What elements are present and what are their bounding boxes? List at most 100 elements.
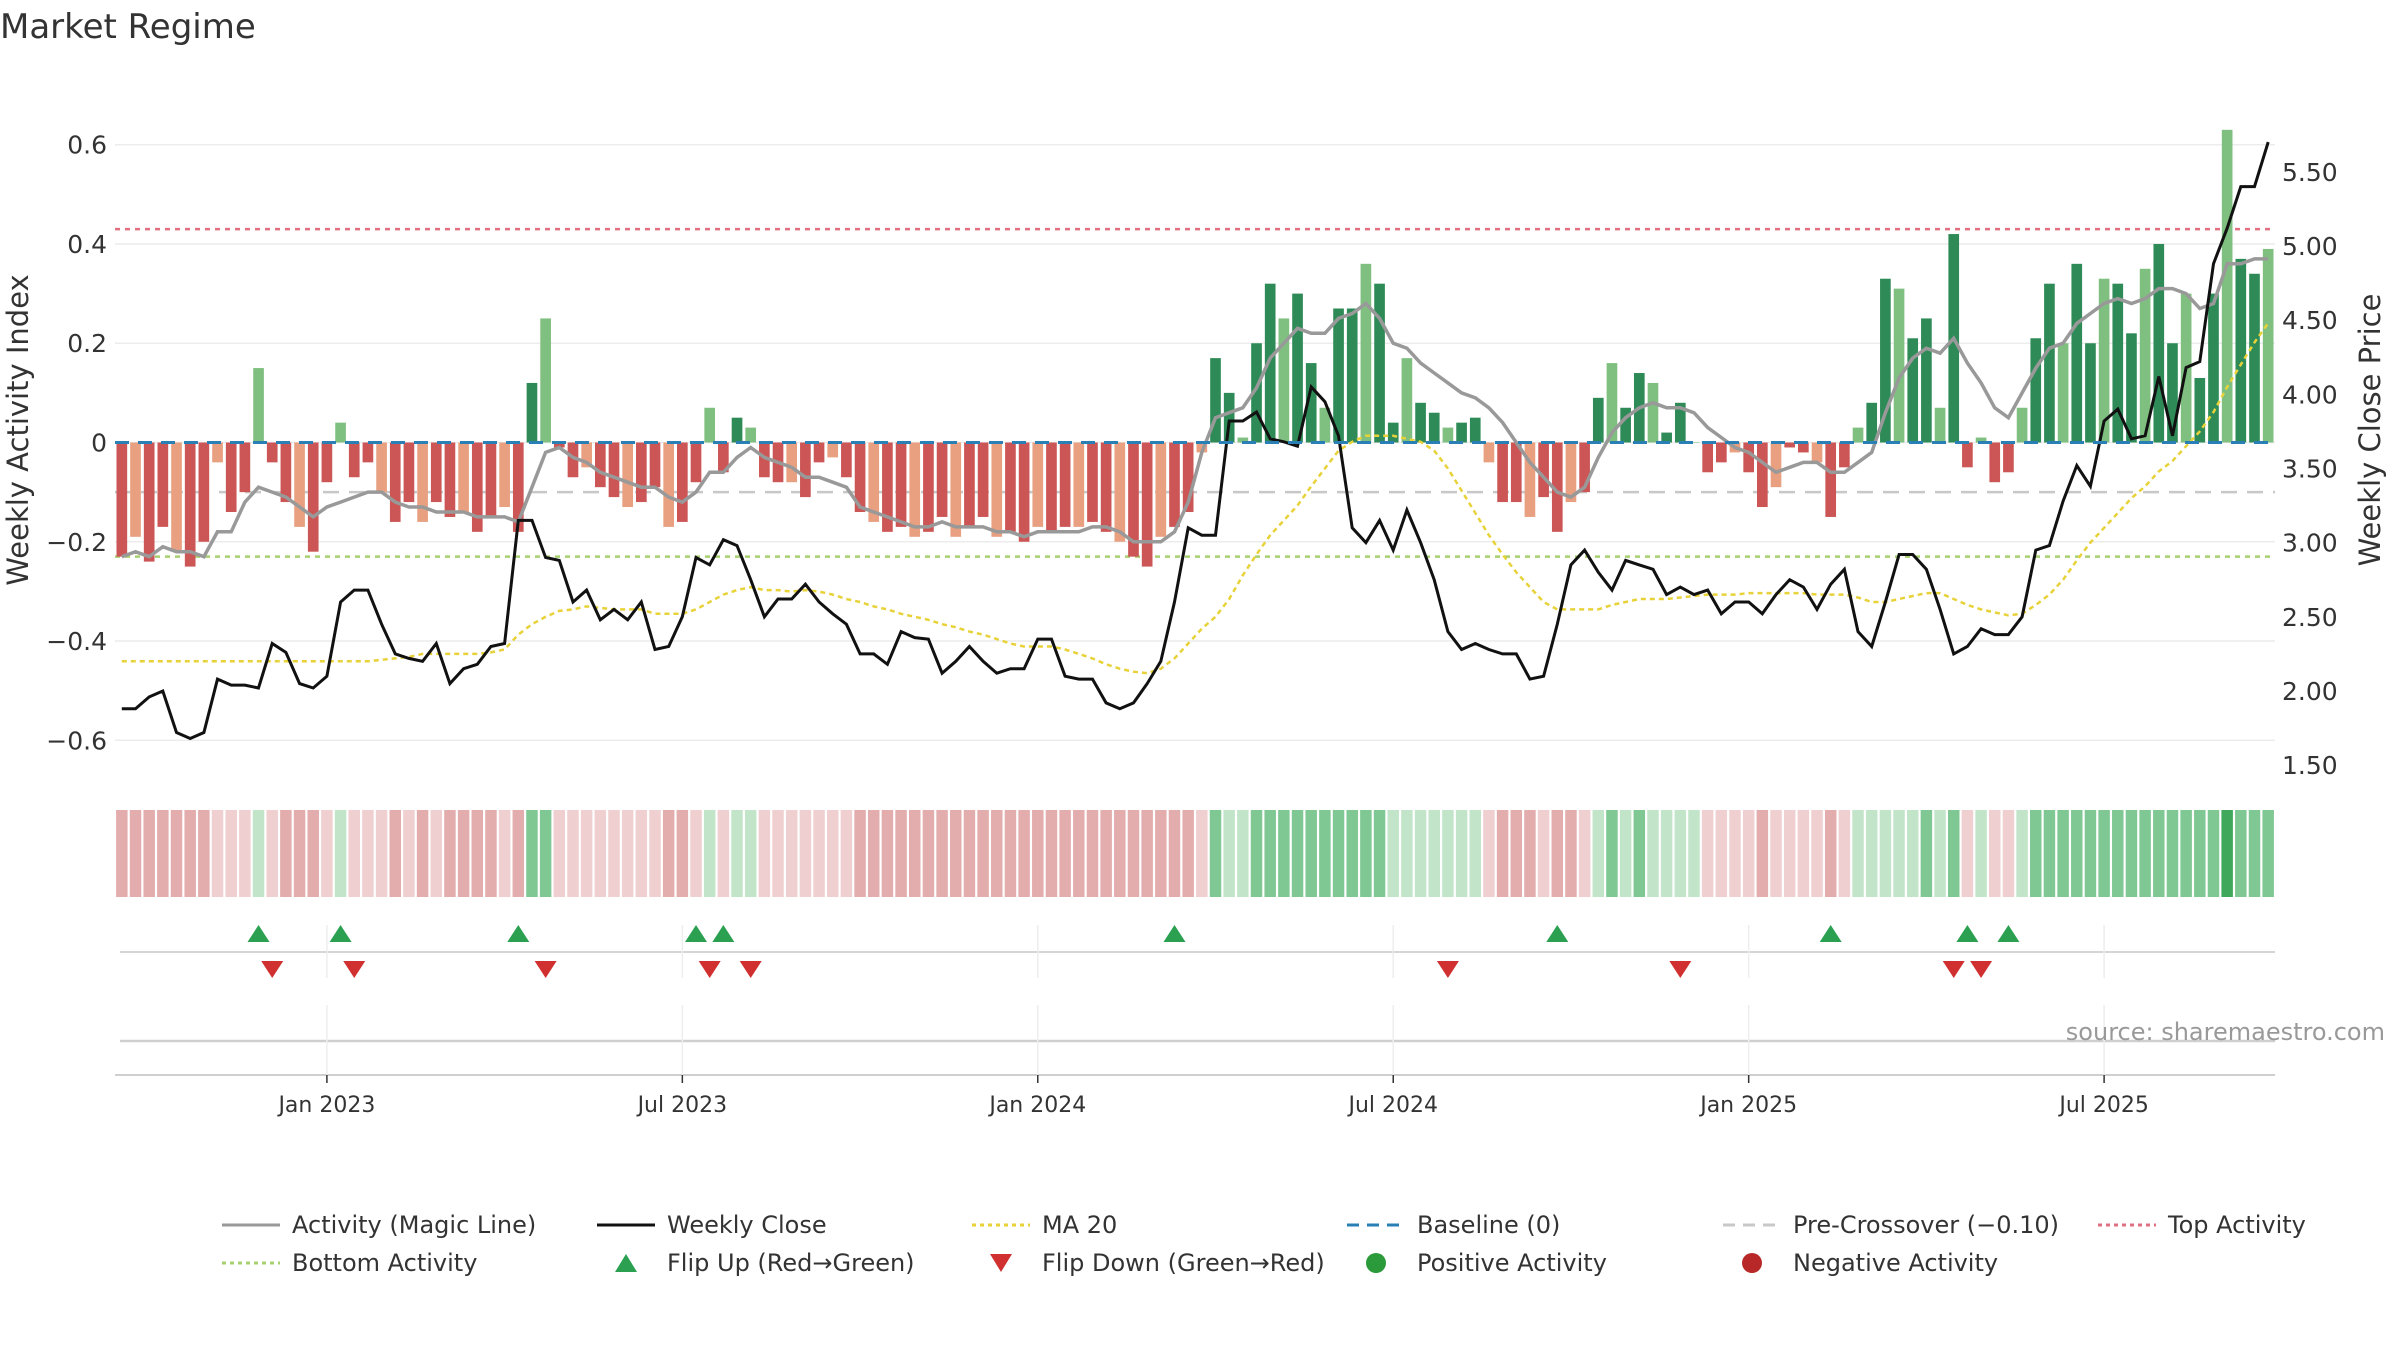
activity-bar	[1032, 442, 1044, 527]
heatmap-cell	[772, 810, 784, 897]
heatmap-cell	[266, 810, 278, 897]
heatmap-cell	[1633, 810, 1646, 897]
activity-bar	[2112, 283, 2124, 443]
activity-bar	[1606, 363, 1618, 443]
activity-bar	[294, 442, 305, 527]
heatmap-cell	[1223, 810, 1235, 897]
heatmap-cell	[2043, 810, 2056, 897]
activity-bar	[759, 442, 770, 478]
heatmap-cell	[293, 810, 306, 897]
heatmap-cell	[1332, 810, 1345, 897]
x-tick-label: Jan 2025	[1698, 1093, 1797, 1118]
activity-bar	[923, 442, 934, 532]
activity-bar	[157, 442, 169, 527]
activity-bar	[1018, 442, 1030, 542]
left-axis-ticks: 0.6 0.4 0.2 0 −0.2 −0.4 −0.6	[46, 131, 107, 756]
legend-item: Flip Up (Red→Green)	[615, 1249, 915, 1277]
activity-bar	[1387, 422, 1399, 443]
activity-bar	[1237, 437, 1249, 443]
flip-down-marker	[534, 961, 557, 978]
activity-bar	[1510, 442, 1522, 503]
activity-bar	[567, 442, 579, 478]
activity-bar	[1401, 358, 1413, 443]
flip-up-marker	[507, 925, 530, 942]
heatmap-cell	[1469, 810, 1481, 897]
heatmap-cell	[1660, 810, 1673, 897]
heatmap-cell	[1934, 810, 1946, 897]
activity-bar	[1962, 442, 1973, 468]
heatmap-cell	[553, 810, 566, 897]
activity-bar	[212, 442, 223, 463]
legend-label: Top Activity	[2167, 1211, 2306, 1239]
heatmap-cell	[2084, 810, 2097, 897]
activity-bar	[950, 442, 962, 537]
heatmap-cell	[1606, 810, 1618, 897]
heatmap-cell	[1032, 810, 1044, 897]
activity-bar	[471, 442, 483, 532]
heatmap-cell	[649, 810, 661, 897]
legend-swatch	[1366, 1253, 1386, 1273]
heatmap-cell	[1647, 810, 1659, 897]
activity-bar	[512, 442, 524, 532]
activity-bar	[1073, 442, 1085, 527]
heatmap-cell	[184, 810, 196, 897]
activity-bar	[1428, 412, 1440, 443]
activity-bar	[376, 442, 387, 493]
activity-bar	[1757, 442, 1768, 508]
activity-bar	[2139, 268, 2151, 443]
flip-down-marker	[739, 961, 762, 978]
legend-item: Positive Activity	[1366, 1249, 1607, 1277]
activity-bar	[1592, 397, 1604, 443]
heatmap-cell	[1319, 810, 1331, 897]
heatmap-cell	[1442, 810, 1454, 897]
heatmap-cell	[1373, 810, 1386, 897]
activity-bar	[1196, 442, 1208, 453]
flip-up-marker	[1546, 925, 1569, 942]
heatmap-cell	[1278, 810, 1290, 897]
activity-bar	[936, 442, 948, 517]
legend-label: Pre-Crossover (−0.10)	[1793, 1211, 2059, 1239]
heatmap-cell	[2180, 810, 2192, 897]
heatmap-cell	[252, 810, 265, 897]
heatmap-cell	[758, 810, 771, 897]
heatmap-cell	[1141, 810, 1153, 897]
activity-bar	[1005, 442, 1016, 532]
heatmap-cell	[1989, 810, 2001, 897]
x-axis-ticks: Jan 2023 Jul 2023 Jan 2024 Jul 2024 Jan 2025…	[276, 925, 2149, 1118]
heatmap-cell	[1811, 810, 1823, 897]
activity-bar	[1251, 343, 1262, 443]
activity-bar	[1100, 442, 1112, 532]
legend: Activity (Magic Line) Weekly Close MA 20 Ba…	[222, 1211, 2306, 1277]
activity-bar	[2208, 293, 2219, 443]
heatmap-cell	[2002, 810, 2015, 897]
series-lines	[121, 141, 2270, 741]
activity-bar	[1114, 442, 1126, 542]
activity-bar	[1579, 442, 1590, 493]
activity-bar	[1333, 308, 1344, 443]
activity-bar	[622, 442, 633, 508]
activity-bar	[1880, 278, 1891, 443]
activity-bar	[143, 442, 155, 562]
heatmap-cell	[1455, 810, 1468, 897]
activity-bar	[1661, 432, 1672, 443]
heatmap-cell	[129, 810, 142, 897]
heatmap-cell	[594, 810, 607, 897]
activity-bar	[540, 318, 551, 443]
weekly-close-line	[121, 141, 2270, 741]
heatmap-cell	[170, 810, 183, 897]
activity-bar	[827, 442, 839, 458]
right-tick-label: 2.50	[2282, 603, 2338, 632]
right-axis-ticks: 5.50 5.00 4.50 4.00 3.50 3.00 2.50 2.00 1.50	[2282, 158, 2338, 780]
heatmap-cell	[991, 810, 1003, 897]
heatmap-cell	[1127, 810, 1140, 897]
activity-bar	[1975, 437, 1987, 443]
heatmap-cell	[1209, 810, 1222, 897]
activity-bar	[649, 442, 661, 488]
heatmap-cell	[580, 810, 593, 897]
legend-item: Baseline (0)	[1347, 1211, 1560, 1239]
activity-bar	[1497, 442, 1508, 503]
activity-bar	[184, 442, 196, 567]
right-tick-label: 4.00	[2282, 380, 2338, 409]
